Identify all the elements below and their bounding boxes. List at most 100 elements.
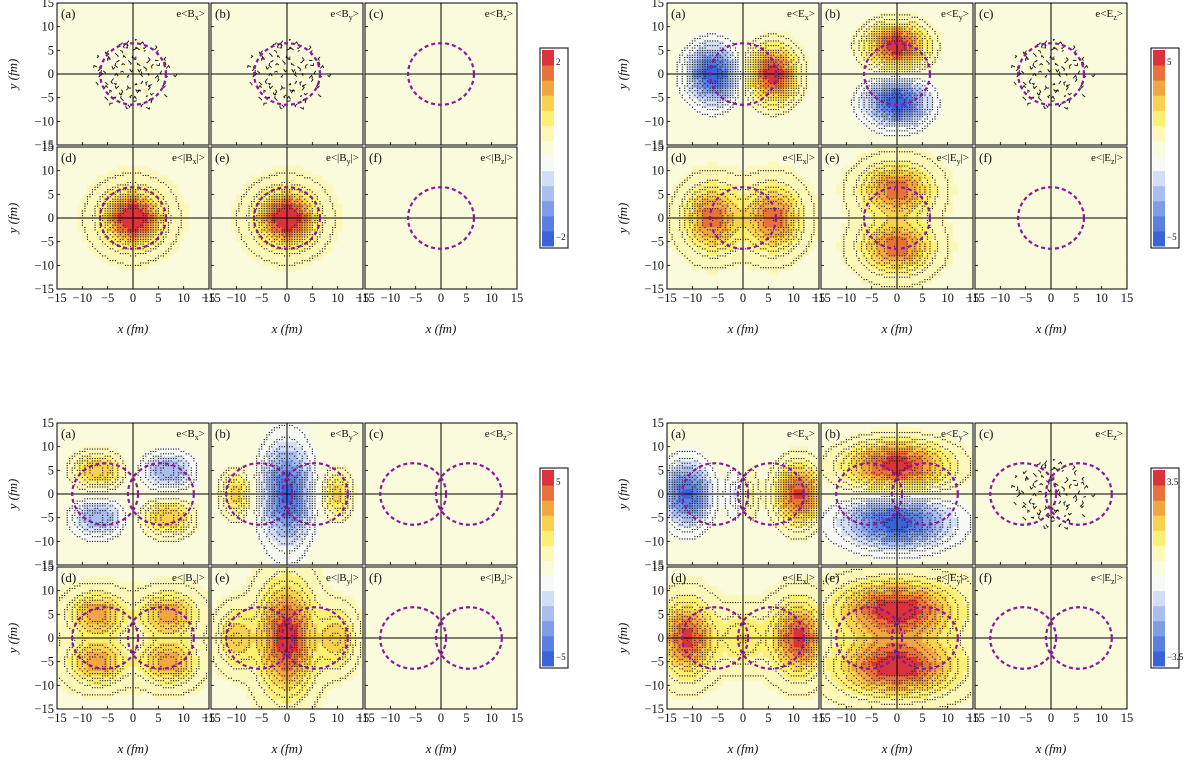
heatmap-cell	[231, 107, 237, 112]
heatmap-cell	[108, 270, 114, 275]
heatmap-cell	[82, 242, 88, 247]
heatmap-cell	[57, 50, 63, 55]
heatmap-cell	[267, 88, 273, 93]
heatmap-cell	[211, 27, 217, 32]
heatmap-cell	[353, 131, 359, 136]
heatmap-cell	[416, 79, 422, 84]
heatmap-cell	[221, 31, 227, 36]
heatmap-cell	[302, 136, 308, 141]
heatmap-cell	[103, 246, 109, 251]
heatmap-cell	[103, 261, 109, 266]
heatmap-cell	[312, 8, 318, 13]
heatmap-cell	[118, 36, 124, 41]
heatmap-cell	[338, 126, 344, 131]
heatmap-cell	[174, 171, 180, 176]
contour-dot	[110, 222, 111, 223]
heatmap-cell	[184, 171, 190, 176]
heatmap-cell	[365, 55, 371, 60]
heatmap-cell	[118, 270, 124, 275]
contour-dot	[115, 177, 116, 178]
contour-dot	[143, 208, 144, 209]
heatmap-cell	[451, 74, 457, 79]
contour-dot	[100, 182, 101, 183]
heatmap-cell	[211, 79, 217, 84]
heatmap-cell	[199, 74, 205, 79]
heatmap-cell	[113, 152, 119, 157]
heatmap-cell	[236, 93, 242, 98]
heatmap-cell	[277, 3, 283, 8]
contour-dot	[153, 248, 154, 249]
heatmap-cell	[380, 55, 386, 60]
heatmap-cell	[466, 74, 472, 79]
heatmap-cell	[143, 3, 149, 8]
heatmap-cell	[370, 131, 376, 136]
heatmap-cell	[168, 209, 174, 214]
heatmap-cell	[184, 246, 190, 251]
contour-dot	[145, 253, 146, 254]
heatmap-cell	[153, 3, 159, 8]
heatmap-cell	[57, 112, 63, 117]
heatmap-cell	[317, 17, 323, 22]
heatmap-cell	[343, 126, 349, 131]
heatmap-cell	[400, 83, 406, 88]
heatmap-cell	[62, 275, 68, 280]
heatmap-cell	[482, 31, 488, 36]
heatmap-cell	[476, 102, 482, 107]
heatmap-cell	[482, 136, 488, 141]
heatmap-cell	[179, 136, 185, 141]
contour-dot	[122, 244, 123, 245]
heatmap-cell	[98, 22, 104, 27]
contour-dot	[87, 236, 88, 237]
heatmap-cell	[416, 41, 422, 46]
heatmap-cell	[143, 117, 149, 122]
heatmap-cell	[133, 3, 139, 8]
heatmap-cell	[57, 275, 63, 280]
heatmap-cell	[133, 156, 139, 161]
contour-dot	[107, 210, 108, 211]
heatmap-cell	[482, 117, 488, 122]
heatmap-cell	[216, 126, 222, 131]
heatmap-cell	[507, 55, 513, 60]
heatmap-cell	[302, 12, 308, 17]
heatmap-cell	[62, 98, 68, 103]
heatmap-cell	[72, 280, 78, 285]
heatmap-cell	[287, 17, 293, 22]
heatmap-cell	[103, 280, 109, 285]
heatmap-cell	[466, 22, 472, 27]
contour-dot	[122, 262, 123, 263]
heatmap-cell	[416, 36, 422, 41]
heatmap-cell	[272, 131, 278, 136]
heatmap-cell	[138, 83, 144, 88]
contour-dot	[105, 208, 106, 209]
heatmap-cell	[148, 270, 154, 275]
heatmap-cell	[365, 121, 371, 126]
heatmap-cell	[143, 27, 149, 32]
heatmap-cell	[57, 79, 63, 84]
heatmap-cell	[194, 46, 200, 51]
heatmap-cell	[456, 27, 462, 32]
heatmap-cell	[353, 93, 359, 98]
heatmap-cell	[179, 232, 185, 237]
contour-dot	[112, 189, 113, 190]
heatmap-cell	[98, 280, 104, 285]
heatmap-cell	[92, 12, 98, 17]
heatmap-cell	[451, 8, 457, 13]
contour-dot	[143, 222, 144, 223]
heatmap-cell	[456, 12, 462, 17]
heatmap-cell	[507, 121, 513, 126]
heatmap-cell	[502, 31, 508, 36]
heatmap-cell	[375, 93, 381, 98]
heatmap-cell	[348, 46, 354, 51]
heatmap-cell	[317, 121, 323, 126]
heatmap-cell	[179, 227, 185, 232]
heatmap-cell	[476, 12, 482, 17]
heatmap-cell	[426, 88, 432, 93]
heatmap-cell	[113, 147, 119, 152]
heatmap-cell	[236, 112, 242, 117]
heatmap-cell	[77, 166, 83, 171]
heatmap-cell	[348, 60, 354, 65]
heatmap-cell	[118, 121, 124, 126]
heatmap-cell	[487, 41, 493, 46]
heatmap-cell	[236, 12, 242, 17]
heatmap-cell	[113, 275, 119, 280]
